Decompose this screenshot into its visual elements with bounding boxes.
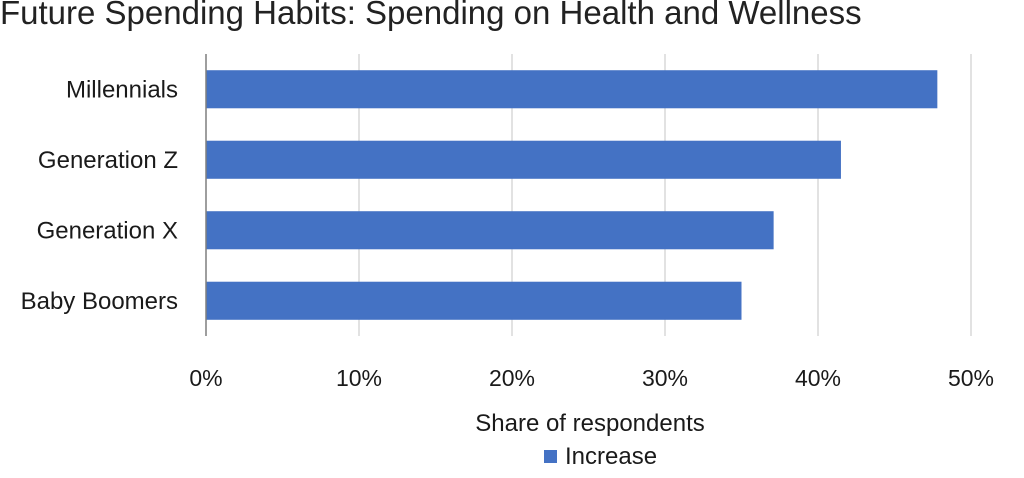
bars [206, 70, 938, 320]
x-tick-label: 0% [189, 365, 222, 391]
legend: Increase [544, 443, 657, 470]
legend-swatch [544, 450, 557, 463]
chart-title: Future Spending Habits: Spending on Heal… [0, 0, 862, 31]
bar [206, 211, 774, 250]
bar [206, 140, 841, 179]
x-tick-label: 10% [336, 365, 382, 391]
category-label: Generation X [37, 217, 178, 244]
category-label: Generation Z [38, 147, 178, 174]
bar [206, 281, 742, 320]
x-tick-label: 20% [489, 365, 535, 391]
category-label: Baby Boomers [21, 288, 178, 315]
x-axis-title: Share of respondents [475, 410, 705, 437]
legend-label: Increase [565, 443, 657, 470]
x-tick-label: 30% [642, 365, 688, 391]
category-labels: Millennials Generation Z Generation X Baby … [21, 76, 178, 315]
x-tick-labels: 0% 10% 20% 30% 40% 50% [189, 365, 994, 391]
x-tick-label: 50% [948, 365, 994, 391]
x-tick-label: 40% [795, 365, 841, 391]
bar [206, 70, 938, 109]
category-label: Millennials [66, 76, 178, 103]
